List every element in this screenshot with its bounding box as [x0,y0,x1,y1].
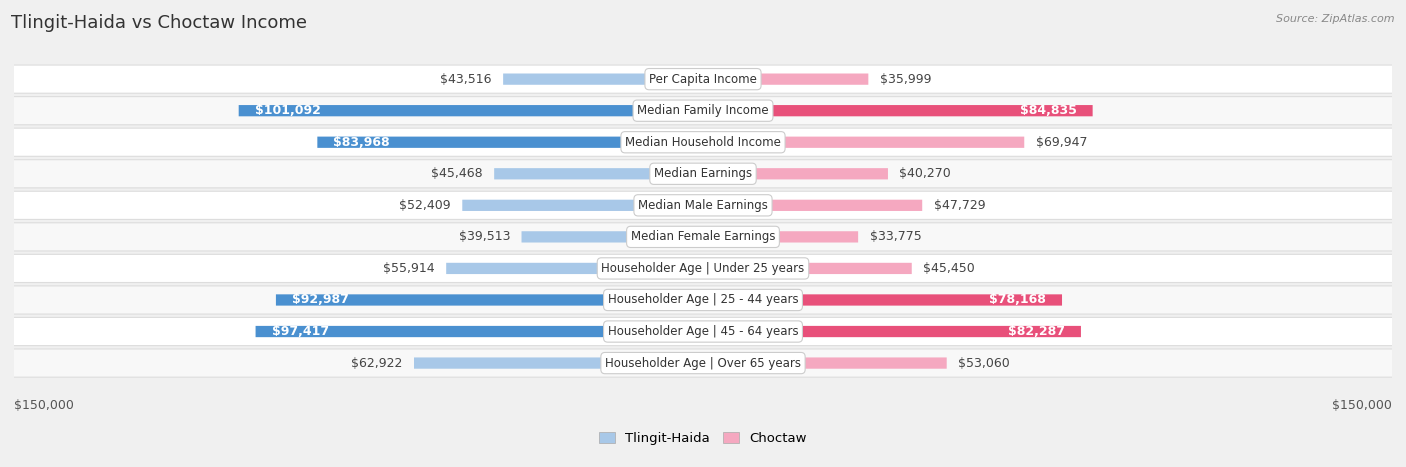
Text: Median Female Earnings: Median Female Earnings [631,230,775,243]
Text: $53,060: $53,060 [957,357,1010,369]
Legend: Tlingit-Haida, Choctaw: Tlingit-Haida, Choctaw [593,427,813,451]
Text: $150,000: $150,000 [1331,399,1392,412]
FancyBboxPatch shape [0,286,1406,314]
Text: $43,516: $43,516 [440,73,492,85]
Text: Householder Age | 25 - 44 years: Householder Age | 25 - 44 years [607,293,799,306]
Text: $40,270: $40,270 [900,167,952,180]
FancyBboxPatch shape [413,357,703,369]
Text: $150,000: $150,000 [14,399,75,412]
Text: Householder Age | Over 65 years: Householder Age | Over 65 years [605,357,801,369]
FancyBboxPatch shape [0,255,1406,283]
Text: $33,775: $33,775 [869,230,921,243]
Text: $45,468: $45,468 [432,167,482,180]
FancyBboxPatch shape [703,231,858,242]
FancyBboxPatch shape [703,294,1062,305]
FancyBboxPatch shape [0,191,1406,219]
Text: $92,987: $92,987 [292,293,349,306]
FancyBboxPatch shape [522,231,703,242]
FancyBboxPatch shape [703,263,911,274]
FancyBboxPatch shape [703,168,889,179]
Text: Householder Age | 45 - 64 years: Householder Age | 45 - 64 years [607,325,799,338]
FancyBboxPatch shape [276,294,703,305]
FancyBboxPatch shape [703,73,869,85]
FancyBboxPatch shape [446,263,703,274]
FancyBboxPatch shape [703,357,946,369]
Text: $101,092: $101,092 [254,104,321,117]
Text: $39,513: $39,513 [458,230,510,243]
Text: $84,835: $84,835 [1019,104,1077,117]
Text: Tlingit-Haida vs Choctaw Income: Tlingit-Haida vs Choctaw Income [11,14,308,32]
Text: Householder Age | Under 25 years: Householder Age | Under 25 years [602,262,804,275]
Text: Median Earnings: Median Earnings [654,167,752,180]
Text: $83,968: $83,968 [333,136,389,149]
Text: Median Household Income: Median Household Income [626,136,780,149]
Text: Per Capita Income: Per Capita Income [650,73,756,85]
FancyBboxPatch shape [703,137,1024,148]
Text: $78,168: $78,168 [988,293,1046,306]
Text: $35,999: $35,999 [880,73,931,85]
FancyBboxPatch shape [0,223,1406,251]
Text: Median Family Income: Median Family Income [637,104,769,117]
FancyBboxPatch shape [703,105,1092,116]
FancyBboxPatch shape [0,318,1406,346]
FancyBboxPatch shape [503,73,703,85]
FancyBboxPatch shape [703,200,922,211]
FancyBboxPatch shape [494,168,703,179]
Text: $62,922: $62,922 [352,357,402,369]
Text: $82,287: $82,287 [1008,325,1064,338]
FancyBboxPatch shape [0,349,1406,377]
Text: $47,729: $47,729 [934,199,986,212]
FancyBboxPatch shape [0,97,1406,125]
Text: $52,409: $52,409 [399,199,451,212]
FancyBboxPatch shape [239,105,703,116]
Text: Median Male Earnings: Median Male Earnings [638,199,768,212]
FancyBboxPatch shape [256,326,703,337]
Text: $55,914: $55,914 [382,262,434,275]
FancyBboxPatch shape [0,128,1406,156]
FancyBboxPatch shape [0,65,1406,93]
FancyBboxPatch shape [318,137,703,148]
Text: $45,450: $45,450 [924,262,974,275]
Text: Source: ZipAtlas.com: Source: ZipAtlas.com [1277,14,1395,24]
FancyBboxPatch shape [463,200,703,211]
Text: $97,417: $97,417 [271,325,329,338]
Text: $69,947: $69,947 [1036,136,1087,149]
FancyBboxPatch shape [0,160,1406,188]
FancyBboxPatch shape [703,326,1081,337]
